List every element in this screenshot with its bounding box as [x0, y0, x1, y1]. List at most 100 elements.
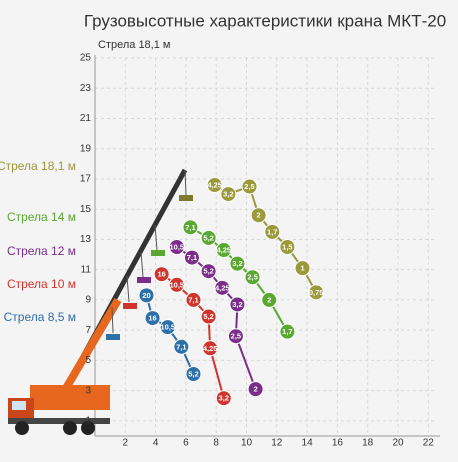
point-label: 0,75	[309, 288, 324, 297]
point-label: 2,5	[231, 332, 241, 341]
point-label: 7,1	[185, 223, 195, 232]
data-point	[214, 279, 231, 296]
truck-body	[30, 385, 110, 410]
point-label: 5,2	[203, 267, 213, 276]
y-tick-label: 21	[80, 113, 92, 124]
hook-line	[126, 275, 130, 303]
y-tick-label: 5	[85, 355, 91, 366]
point-label: 1,7	[282, 327, 292, 336]
point-label: 1	[300, 264, 304, 273]
y-tick-label: 23	[80, 83, 92, 94]
x-tick-label: 4	[153, 438, 159, 449]
point-label: 3,2	[223, 190, 233, 199]
hook-line	[111, 306, 114, 334]
data-point	[185, 366, 202, 383]
data-point	[159, 319, 176, 336]
wheel	[81, 421, 95, 435]
data-point	[138, 287, 155, 304]
point-label: 10,5	[170, 242, 185, 251]
point-label: 7,1	[176, 342, 186, 351]
load	[151, 250, 165, 256]
truck-frame	[8, 418, 110, 424]
hook-line	[184, 169, 187, 196]
crane	[8, 168, 193, 435]
data-point	[279, 323, 296, 340]
data-point	[279, 239, 296, 255]
point-label: 5,2	[203, 312, 213, 321]
chart-title: Грузовысотные характеристики крана МКТ-2…	[84, 11, 446, 30]
point-label: 1,7	[267, 227, 277, 236]
legend-label: Стрела 18,1 м	[0, 159, 76, 173]
data-point	[206, 177, 223, 194]
x-tick-label: 10	[241, 438, 253, 449]
truck-window	[12, 401, 26, 410]
point-label: 4,25	[216, 246, 231, 255]
legend-label: Стрела 8,5 м	[4, 310, 76, 324]
point-label: 3,2	[232, 300, 242, 309]
data-point	[215, 242, 232, 259]
point-label: 5,2	[188, 369, 198, 378]
point-label: 10,5	[160, 323, 175, 332]
point-label: 2	[254, 385, 258, 394]
y-tick-label: 25	[80, 53, 92, 64]
point-label: 2,5	[247, 273, 257, 282]
y-tick-label: 7	[85, 325, 91, 336]
data-point	[215, 390, 232, 407]
data-point	[220, 186, 237, 203]
data-point	[308, 284, 325, 301]
wheel	[63, 421, 77, 435]
y-tick-label: 3	[85, 385, 91, 396]
point-label: 10,5	[170, 280, 185, 289]
point-label: 3,2	[219, 394, 229, 403]
x-tick-label: 8	[213, 438, 219, 449]
y-tick-label: 19	[80, 143, 92, 154]
legend-label: Стрела 12 м	[7, 244, 76, 258]
wheel	[15, 421, 29, 435]
point-label: 2	[267, 295, 271, 304]
hook-line	[154, 224, 158, 251]
x-tick-label: 2	[123, 438, 129, 449]
legend-label: Стрела 14 м	[7, 210, 76, 224]
point-label: 3,2	[232, 259, 242, 268]
point-label: 5,2	[203, 233, 213, 242]
data-point	[229, 296, 246, 313]
data-point	[200, 308, 217, 325]
y-tick-label: 11	[81, 264, 92, 275]
data-point	[264, 223, 281, 240]
point-label: 16	[148, 314, 156, 323]
data-point	[173, 338, 190, 355]
data-point	[241, 178, 258, 195]
chart-subtitle: Стрела 18,1 м	[98, 39, 170, 51]
legend-label: Стрела 10 м	[7, 277, 76, 291]
point-label: 16	[157, 270, 165, 279]
data-point	[261, 291, 278, 308]
data-point	[250, 207, 267, 224]
data-point	[185, 291, 202, 308]
data-point	[168, 239, 185, 255]
point-label: 7,1	[188, 295, 198, 304]
y-tick-label: 13	[80, 234, 92, 245]
y-tick-label: 9	[85, 295, 91, 306]
y-tick-label: 17	[80, 174, 92, 185]
x-tick-label: 16	[332, 438, 344, 449]
load	[123, 303, 137, 309]
point-label: 4,25	[207, 180, 222, 189]
x-tick-label: 6	[183, 438, 189, 449]
data-point	[183, 249, 200, 266]
point-label: 2	[257, 211, 261, 220]
load	[137, 277, 151, 283]
point-label: 7,1	[187, 253, 197, 262]
data-point	[202, 340, 219, 357]
data-point	[200, 229, 217, 246]
x-tick-label: 20	[392, 438, 404, 449]
y-tick-label: 1	[85, 416, 91, 427]
data-point	[244, 269, 261, 286]
load	[179, 195, 193, 201]
boom-lower	[58, 297, 122, 398]
x-tick-label: 18	[362, 438, 374, 449]
point-label: 4,25	[203, 344, 218, 353]
point-label: 1,5	[282, 242, 292, 251]
y-tick-label: 15	[80, 204, 92, 215]
point-label: 2,5	[244, 182, 254, 191]
point-label: 20	[142, 291, 150, 300]
